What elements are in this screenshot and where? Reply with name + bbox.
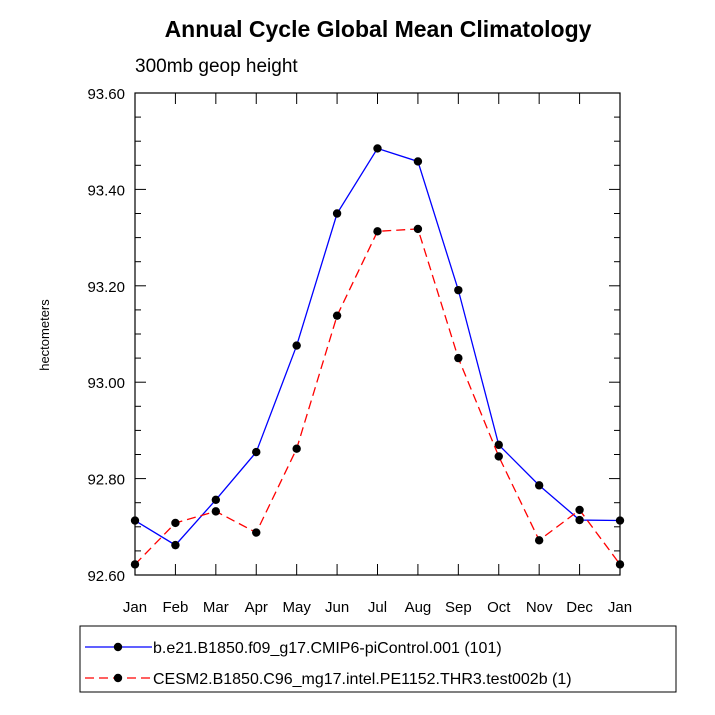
chart-title: Annual Cycle Global Mean Climatology <box>165 16 592 42</box>
data-point-series-2 <box>494 452 503 461</box>
data-point-series-1 <box>413 157 423 166</box>
y-tick-label: 93.00 <box>87 375 125 392</box>
x-tick-label: Mar <box>203 599 229 616</box>
legend-marker-1 <box>113 642 123 652</box>
data-point-series-2 <box>575 505 584 515</box>
data-point-series-2 <box>252 528 261 537</box>
y-tick-label: 92.60 <box>87 568 125 585</box>
legend: b.e21.B1850.f09_g17.CMIP6-piControl.001 … <box>79 625 677 693</box>
data-point-series-2 <box>373 227 382 236</box>
x-tick-label: Jan <box>123 599 147 616</box>
data-point-series-1 <box>171 540 180 550</box>
data-point-series-1 <box>211 495 221 505</box>
y-tick-label: 93.20 <box>87 279 125 296</box>
plot-frame <box>134 92 621 576</box>
legend-box <box>79 625 677 693</box>
x-tick-label: Oct <box>487 599 511 616</box>
data-point-series-1 <box>494 440 503 450</box>
y-tick-label: 93.60 <box>87 86 125 103</box>
data-point-series-2 <box>332 311 342 320</box>
x-tick-label: Apr <box>245 599 268 616</box>
data-point-series-1 <box>454 285 463 295</box>
data-point-series-1 <box>252 447 261 457</box>
x-tick-label: Jul <box>368 599 387 616</box>
data-point-series-1 <box>130 516 140 525</box>
x-tick-label: May <box>282 599 311 616</box>
data-point-series-2 <box>130 560 140 569</box>
x-tick-label: Feb <box>162 599 188 616</box>
data-point-series-1 <box>534 481 544 490</box>
data-point-series-2 <box>454 353 463 363</box>
axes: Jan Feb Mar Apr May Jun Jul Aug Sep Oct Nov Dec Jan 9… <box>87 86 632 616</box>
series-layer <box>130 144 625 569</box>
x-tick-label: Sep <box>445 599 472 616</box>
y-tick-label: 93.40 <box>87 182 125 199</box>
data-point-series-2 <box>534 536 544 545</box>
data-point-series-1 <box>332 209 342 218</box>
series-line-2 <box>134 228 621 565</box>
series-line-1 <box>134 147 621 546</box>
y-tick-label: 92.80 <box>87 472 125 489</box>
data-point-series-2 <box>292 444 301 453</box>
x-tick-label: Aug <box>405 599 432 616</box>
legend-label-2: CESM2.B1850.C96_mg17.intel.PE1152.THR3.t… <box>153 671 572 688</box>
x-tick-label: Jun <box>325 599 349 616</box>
data-point-series-1 <box>575 515 584 525</box>
legend-marker-2 <box>113 673 123 683</box>
data-point-series-1 <box>615 516 625 525</box>
x-tick-label: Nov <box>526 599 553 616</box>
data-point-series-2 <box>413 224 423 234</box>
data-point-series-1 <box>373 144 382 153</box>
data-point-series-2 <box>171 518 180 528</box>
data-point-series-2 <box>211 507 221 516</box>
y-axis-label: hectometers <box>37 299 52 371</box>
x-tick-label: Jan <box>608 599 632 616</box>
chart-subtitle: 300mb geop height <box>135 56 298 77</box>
data-point-series-1 <box>292 341 301 350</box>
legend-label-1: b.e21.B1850.f09_g17.CMIP6-piControl.001 … <box>153 640 502 657</box>
data-point-series-2 <box>615 560 625 569</box>
x-tick-label: Dec <box>566 599 593 616</box>
